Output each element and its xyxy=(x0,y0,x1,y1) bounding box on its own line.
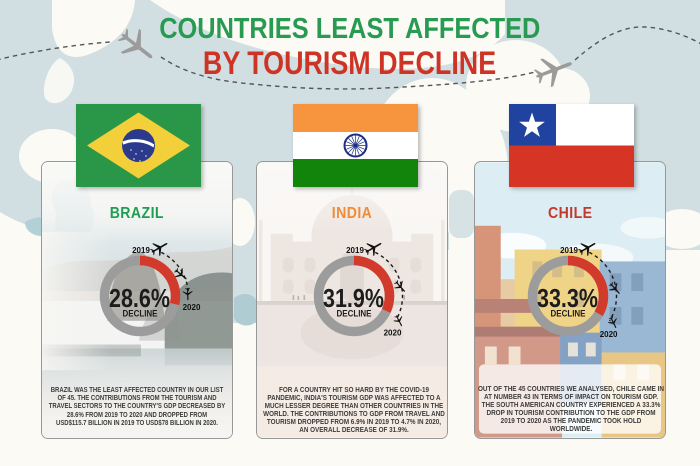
svg-text:2020: 2020 xyxy=(600,330,618,339)
svg-text:31.9%: 31.9% xyxy=(323,283,384,313)
svg-text:2020: 2020 xyxy=(183,303,201,312)
svg-text:DECLINE: DECLINE xyxy=(123,308,158,318)
svg-text:DECLINE: DECLINE xyxy=(337,308,372,318)
svg-text:33.3%: 33.3% xyxy=(537,283,598,313)
svg-text:2019: 2019 xyxy=(132,246,150,255)
svg-text:2020: 2020 xyxy=(384,329,402,338)
svg-text:28.6%: 28.6% xyxy=(109,283,170,313)
svg-text:DECLINE: DECLINE xyxy=(551,308,586,318)
svg-text:2019: 2019 xyxy=(560,246,578,255)
svg-text:2019: 2019 xyxy=(346,246,364,255)
